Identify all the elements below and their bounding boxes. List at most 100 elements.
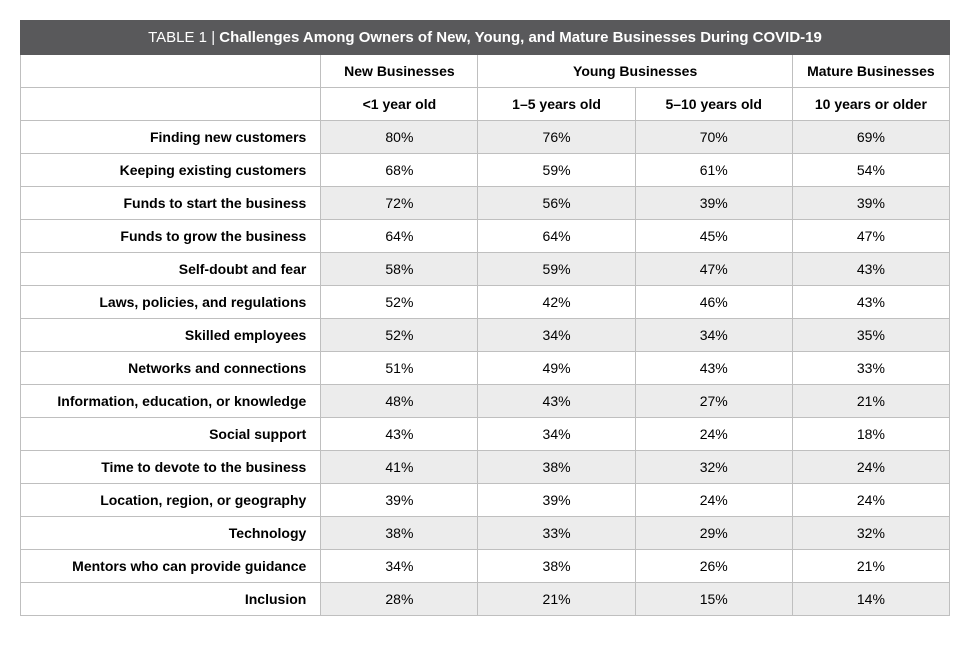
row-label: Self-doubt and fear <box>21 253 321 286</box>
cell-value: 34% <box>478 418 635 451</box>
cell-value: 34% <box>478 319 635 352</box>
table-row: Information, education, or knowledge48%4… <box>21 385 950 418</box>
table-row: Skilled employees52%34%34%35% <box>21 319 950 352</box>
cell-value: 21% <box>792 550 949 583</box>
cell-value: 24% <box>635 418 792 451</box>
row-label: Skilled employees <box>21 319 321 352</box>
cell-value: 18% <box>792 418 949 451</box>
table-head: TABLE 1 | Challenges Among Owners of New… <box>21 21 950 121</box>
cell-value: 52% <box>321 286 478 319</box>
title-main: Challenges Among Owners of New, Young, a… <box>219 29 822 46</box>
row-label: Location, region, or geography <box>21 484 321 517</box>
title-row: TABLE 1 | Challenges Among Owners of New… <box>21 21 950 55</box>
title-prefix: TABLE 1 | <box>148 29 219 46</box>
cell-value: 76% <box>478 121 635 154</box>
cell-value: 59% <box>478 154 635 187</box>
cell-value: 26% <box>635 550 792 583</box>
cell-value: 64% <box>321 220 478 253</box>
row-label: Finding new customers <box>21 121 321 154</box>
cell-value: 39% <box>478 484 635 517</box>
cell-value: 38% <box>478 550 635 583</box>
cell-value: 48% <box>321 385 478 418</box>
table-row: Self-doubt and fear58%59%47%43% <box>21 253 950 286</box>
cell-value: 39% <box>635 187 792 220</box>
row-label: Funds to grow the business <box>21 220 321 253</box>
table-row: Time to devote to the business41%38%32%2… <box>21 451 950 484</box>
cell-value: 32% <box>635 451 792 484</box>
table-row: Finding new customers80%76%70%69% <box>21 121 950 154</box>
cell-value: 24% <box>792 451 949 484</box>
column-group-header: Young Businesses <box>478 55 792 88</box>
cell-value: 24% <box>635 484 792 517</box>
cell-value: 32% <box>792 517 949 550</box>
row-label: Keeping existing customers <box>21 154 321 187</box>
cell-value: 52% <box>321 319 478 352</box>
cell-value: 38% <box>321 517 478 550</box>
table-row: Location, region, or geography39%39%24%2… <box>21 484 950 517</box>
table-row: Mentors who can provide guidance34%38%26… <box>21 550 950 583</box>
column-group-header: New Businesses <box>321 55 478 88</box>
cell-value: 38% <box>478 451 635 484</box>
table-row: Laws, policies, and regulations52%42%46%… <box>21 286 950 319</box>
row-label: Networks and connections <box>21 352 321 385</box>
row-label: Time to devote to the business <box>21 451 321 484</box>
cell-value: 56% <box>478 187 635 220</box>
cell-value: 72% <box>321 187 478 220</box>
cell-value: 34% <box>635 319 792 352</box>
cell-value: 61% <box>635 154 792 187</box>
column-group-row: New BusinessesYoung BusinessesMature Bus… <box>21 55 950 88</box>
cell-value: 27% <box>635 385 792 418</box>
cell-value: 54% <box>792 154 949 187</box>
cell-value: 43% <box>635 352 792 385</box>
cell-value: 43% <box>478 385 635 418</box>
row-label: Social support <box>21 418 321 451</box>
row-label: Funds to start the business <box>21 187 321 220</box>
challenges-table: TABLE 1 | Challenges Among Owners of New… <box>20 20 950 616</box>
row-label: Inclusion <box>21 583 321 616</box>
column-age-header: 10 years or older <box>792 88 949 121</box>
cell-value: 70% <box>635 121 792 154</box>
cell-value: 14% <box>792 583 949 616</box>
cell-value: 34% <box>321 550 478 583</box>
cell-value: 43% <box>321 418 478 451</box>
cell-value: 21% <box>478 583 635 616</box>
cell-value: 21% <box>792 385 949 418</box>
cell-value: 47% <box>792 220 949 253</box>
cell-value: 39% <box>321 484 478 517</box>
table-body: Finding new customers80%76%70%69%Keeping… <box>21 121 950 616</box>
cell-value: 29% <box>635 517 792 550</box>
table-container: TABLE 1 | Challenges Among Owners of New… <box>20 20 950 616</box>
table-row: Keeping existing customers68%59%61%54% <box>21 154 950 187</box>
cell-value: 35% <box>792 319 949 352</box>
cell-value: 64% <box>478 220 635 253</box>
cell-value: 68% <box>321 154 478 187</box>
column-age-header: 5–10 years old <box>635 88 792 121</box>
row-label: Mentors who can provide guidance <box>21 550 321 583</box>
cell-value: 43% <box>792 286 949 319</box>
cell-value: 39% <box>792 187 949 220</box>
cell-value: 46% <box>635 286 792 319</box>
table-row: Funds to grow the business64%64%45%47% <box>21 220 950 253</box>
column-group-header: Mature Businesses <box>792 55 949 88</box>
row-label: Information, education, or knowledge <box>21 385 321 418</box>
cell-value: 41% <box>321 451 478 484</box>
cell-value: 24% <box>792 484 949 517</box>
column-age-header: 1–5 years old <box>478 88 635 121</box>
row-label: Laws, policies, and regulations <box>21 286 321 319</box>
cell-value: 69% <box>792 121 949 154</box>
cell-value: 42% <box>478 286 635 319</box>
blank-header <box>21 88 321 121</box>
cell-value: 59% <box>478 253 635 286</box>
table-row: Technology38%33%29%32% <box>21 517 950 550</box>
cell-value: 80% <box>321 121 478 154</box>
cell-value: 43% <box>792 253 949 286</box>
table-title: TABLE 1 | Challenges Among Owners of New… <box>21 21 950 55</box>
row-label: Technology <box>21 517 321 550</box>
column-age-row: <1 year old1–5 years old5–10 years old10… <box>21 88 950 121</box>
cell-value: 58% <box>321 253 478 286</box>
cell-value: 15% <box>635 583 792 616</box>
cell-value: 45% <box>635 220 792 253</box>
cell-value: 49% <box>478 352 635 385</box>
cell-value: 51% <box>321 352 478 385</box>
column-age-header: <1 year old <box>321 88 478 121</box>
